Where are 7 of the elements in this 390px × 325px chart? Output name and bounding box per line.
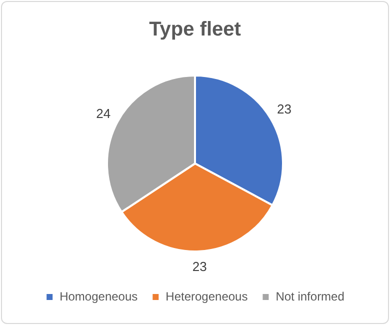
- legend-label: Heterogeneous: [166, 289, 248, 304]
- legend-label: Homogeneous: [60, 289, 138, 304]
- data-label: 23: [192, 258, 207, 274]
- data-label: 23: [277, 102, 292, 117]
- legend-label: Not informed: [276, 289, 344, 304]
- chart-title: Type fleet: [149, 18, 242, 41]
- data-label: 24: [96, 106, 111, 121]
